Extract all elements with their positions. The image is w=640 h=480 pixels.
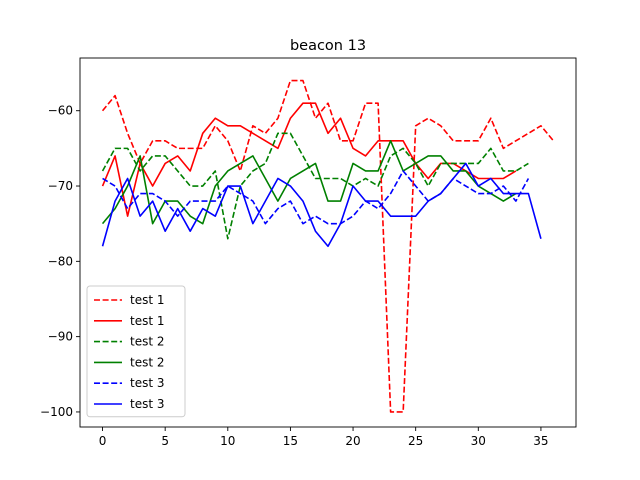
legend-label: test 3 [130,397,165,411]
x-tick-label: 10 [220,434,235,448]
x-tick-label: 5 [161,434,169,448]
series-line-3 [101,132,529,240]
legend-label: test 2 [130,335,165,349]
x-tick-label: 20 [345,434,360,448]
x-tick-label: 35 [533,434,548,448]
x-tick-label: 15 [283,434,298,448]
y-tick-label: −100 [40,405,73,419]
y-tick-label: −70 [48,179,73,193]
legend: test 1 test 1 test 2 test 2 test 3 test 3 [86,285,186,418]
legend-label: test 3 [130,376,165,390]
x-tick-label: 30 [471,434,486,448]
y-tick-label: −60 [48,104,73,118]
series-line-5 [102,170,530,225]
series-line-6 [101,162,542,248]
series-line-4 [101,140,517,225]
plot-area: 0 5 10 15 20 25 30 35 −100 −90 −80 −70 −60 [40,57,577,448]
y-tick-label: −90 [48,330,73,344]
x-tick-label: 0 [99,434,107,448]
legend-label: test 1 [130,314,165,328]
legend-label: test 2 [130,355,165,369]
axes-frame [79,57,577,428]
legend-box [86,285,186,418]
legend-label: test 1 [130,293,165,307]
x-tick-label: 25 [408,434,423,448]
series-line-1 [101,79,555,413]
chart-title: beacon 13 [290,38,366,54]
y-tick-label: −80 [48,254,73,268]
